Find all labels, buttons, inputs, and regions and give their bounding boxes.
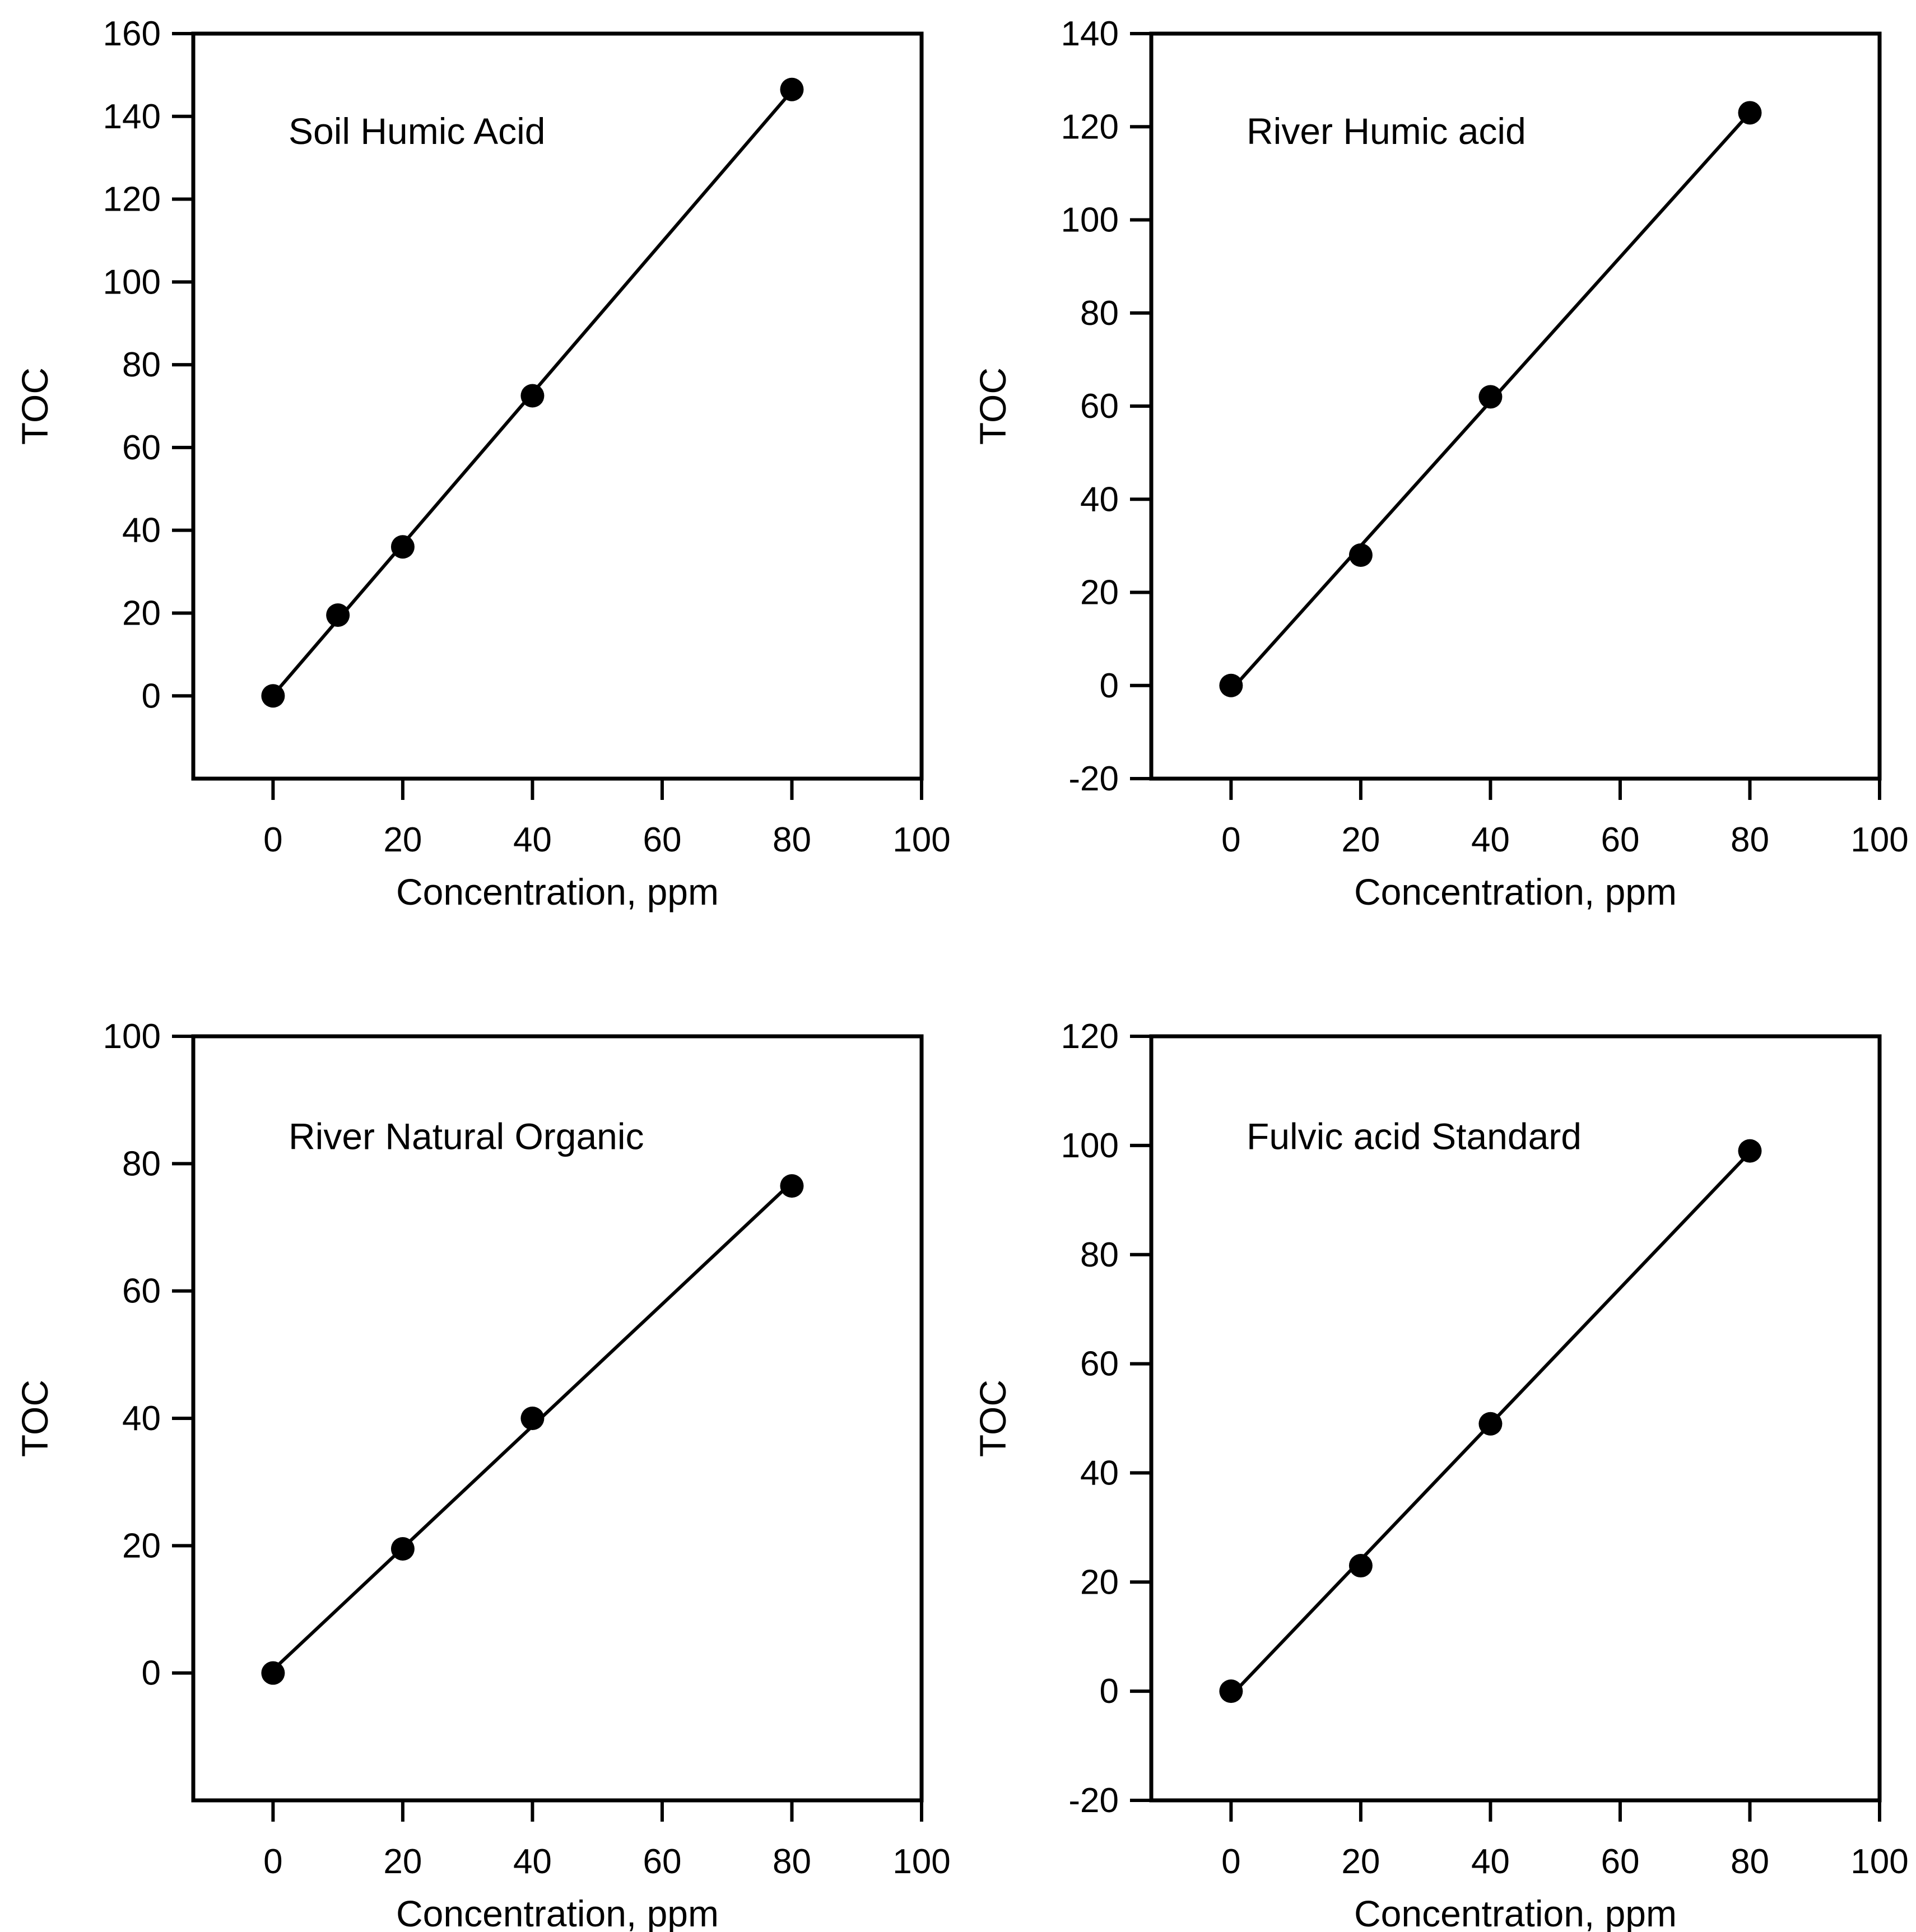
y-tick-label: 160 xyxy=(103,15,161,53)
data-point xyxy=(1738,101,1762,125)
data-point xyxy=(1348,543,1373,567)
chart-canvas: 0 20 40 60 80 100 0 20 40 60 80 100 River Natural Or… xyxy=(14,1017,951,1932)
x-tick-label: 0 xyxy=(263,821,282,859)
x-tick-label: 0 xyxy=(1221,821,1240,859)
y-tick-label: 0 xyxy=(1100,667,1119,705)
data-point xyxy=(1478,385,1503,409)
x-tick-label: 60 xyxy=(1601,1842,1639,1881)
y-tick-label: 140 xyxy=(1061,15,1119,53)
x-axis-label: Concentration, ppm xyxy=(1354,871,1677,913)
y-axis-label: TOC xyxy=(972,1380,1013,1457)
data-point xyxy=(261,1661,285,1685)
y-tick-label: 100 xyxy=(1061,201,1119,240)
x-tick-label: 100 xyxy=(1850,821,1908,859)
y-tick-label: 20 xyxy=(122,594,161,633)
x-tick-label: 20 xyxy=(1341,821,1380,859)
chart-title: River Natural Organic xyxy=(289,1115,644,1157)
y-tick-label: 100 xyxy=(103,263,161,301)
y-tick-label: 80 xyxy=(1080,1236,1119,1274)
x-tick-label: 80 xyxy=(773,1842,811,1881)
x-axis-label: Concentration, ppm xyxy=(396,871,719,913)
data-point xyxy=(1348,1554,1373,1578)
y-tick-label: 0 xyxy=(142,677,161,715)
x-tick-label: 40 xyxy=(513,821,552,859)
x-tick-label: 60 xyxy=(643,1842,681,1881)
x-tick-label: 20 xyxy=(383,1842,422,1881)
y-tick-label: 20 xyxy=(1080,1563,1119,1602)
y-axis-label: TOC xyxy=(14,1380,55,1457)
y-tick-label: 100 xyxy=(1061,1126,1119,1165)
y-tick-label: 120 xyxy=(1061,108,1119,146)
y-tick-label: 40 xyxy=(1080,480,1119,519)
x-tick-label: 80 xyxy=(773,821,811,859)
y-tick-label: 40 xyxy=(122,1399,161,1438)
y-tick-label: -20 xyxy=(1068,1781,1119,1820)
y-tick-label: 60 xyxy=(122,1272,161,1311)
y-tick-label: 120 xyxy=(1061,1017,1119,1056)
y-tick-label: 40 xyxy=(122,511,161,550)
x-tick-label: 0 xyxy=(1221,1842,1240,1881)
data-point xyxy=(1219,673,1243,697)
y-tick-label: 140 xyxy=(103,97,161,136)
data-point xyxy=(390,1537,415,1561)
data-point xyxy=(1478,1412,1503,1436)
y-tick-label: 40 xyxy=(1080,1454,1119,1493)
x-tick-label: 40 xyxy=(513,1842,552,1881)
chart-fulvic-acid-standard: -20 0 20 40 60 80 100 120 0 20 40 60 80 100 Fulvic aci… xyxy=(958,966,1916,1932)
y-tick-label: 0 xyxy=(142,1654,161,1693)
x-tick-label: 20 xyxy=(383,821,422,859)
x-axis-label: Concentration, ppm xyxy=(396,1893,719,1932)
plot-frame xyxy=(191,1034,924,1803)
chart-canvas: -20 0 20 40 60 80 100 120 140 0 20 40 60 80 100 River H… xyxy=(972,15,1909,913)
y-tick-label: -20 xyxy=(1068,760,1119,798)
chart-title: River Humic acid xyxy=(1247,110,1526,152)
x-tick-label: 20 xyxy=(1341,1842,1380,1881)
y-tick-label: 60 xyxy=(1080,387,1119,426)
data-point xyxy=(780,1174,804,1198)
y-tick-label: 60 xyxy=(1080,1345,1119,1384)
x-tick-label: 80 xyxy=(1731,1842,1769,1881)
data-point xyxy=(1219,1679,1243,1703)
x-tick-label: 100 xyxy=(1850,1842,1908,1881)
y-tick-label: 80 xyxy=(122,1144,161,1183)
x-tick-label: 60 xyxy=(1601,821,1639,859)
x-tick-label: 100 xyxy=(892,1842,950,1881)
y-tick-label: 20 xyxy=(122,1526,161,1565)
y-tick-label: 100 xyxy=(103,1017,161,1056)
x-tick-label: 100 xyxy=(892,821,950,859)
data-point xyxy=(261,684,285,708)
x-tick-label: 80 xyxy=(1731,821,1769,859)
data-point xyxy=(780,77,804,101)
y-axis-label: TOC xyxy=(14,367,55,445)
data-point xyxy=(520,1407,545,1430)
y-tick-label: 120 xyxy=(103,180,161,219)
plot-frame xyxy=(1149,1034,1882,1803)
data-point xyxy=(326,603,350,627)
x-axis-label: Concentration, ppm xyxy=(1354,1893,1677,1932)
chart-title: Fulvic acid Standard xyxy=(1247,1115,1582,1157)
y-tick-label: 0 xyxy=(1100,1672,1119,1711)
plot-frame xyxy=(1149,31,1882,781)
plot-frame xyxy=(191,31,924,781)
y-tick-label: 80 xyxy=(122,346,161,384)
chart-river-natural-organic: 0 20 40 60 80 100 0 20 40 60 80 100 River Natural Or… xyxy=(0,966,958,1932)
y-tick-label: 80 xyxy=(1080,294,1119,333)
chart-canvas: -20 0 20 40 60 80 100 120 0 20 40 60 80 100 Fulvic aci… xyxy=(972,1017,1909,1932)
chart-soil-humic-acid: 0 20 40 60 80 100 120 140 160 0 20 40 60 80 100 Soil Hu… xyxy=(0,0,958,966)
chart-canvas: 0 20 40 60 80 100 120 140 160 0 20 40 60 80 100 Soil Hu… xyxy=(14,15,951,913)
x-tick-label: 40 xyxy=(1471,821,1510,859)
y-axis-label: TOC xyxy=(972,367,1013,445)
y-tick-label: 20 xyxy=(1080,574,1119,612)
chart-river-humic-acid: -20 0 20 40 60 80 100 120 140 0 20 40 60 80 100 River H… xyxy=(958,0,1916,966)
y-tick-label: 60 xyxy=(122,429,161,467)
x-tick-label: 0 xyxy=(263,1842,282,1881)
chart-title: Soil Humic Acid xyxy=(289,110,546,152)
data-point xyxy=(520,384,545,408)
x-tick-label: 40 xyxy=(1471,1842,1510,1881)
x-tick-label: 60 xyxy=(643,821,681,859)
data-point xyxy=(390,535,415,559)
data-point xyxy=(1738,1139,1762,1163)
